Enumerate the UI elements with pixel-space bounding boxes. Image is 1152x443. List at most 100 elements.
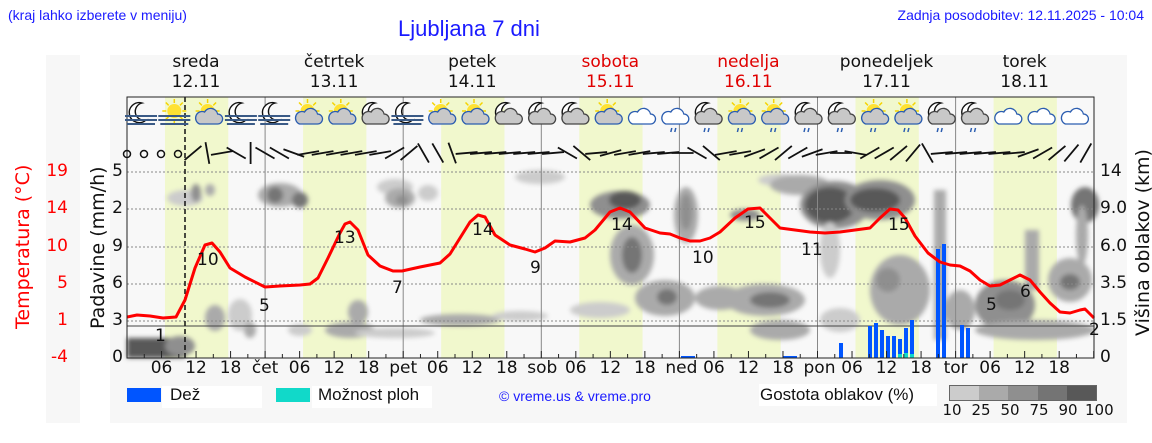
axis-tick: 5: [112, 161, 123, 181]
svg-text:10: 10: [197, 250, 219, 270]
moon-fog-icon: [125, 101, 157, 125]
density-swatch: [950, 386, 980, 400]
day-date: 12.11: [171, 72, 221, 92]
day-date: 18.11: [1000, 72, 1049, 92]
sun-cloud-rain-icon: [761, 99, 790, 133]
x-axis-label: 18: [495, 358, 518, 378]
x-axis-label: 06: [426, 358, 449, 378]
axis-tick: 0: [1100, 347, 1111, 367]
density-tick: 100: [1085, 401, 1114, 419]
density-tick: 75: [1029, 401, 1049, 419]
x-axis-label: pon: [803, 358, 836, 378]
day-name: sreda: [172, 52, 220, 72]
axis-tick: 6.0: [1100, 236, 1128, 256]
x-axis-label: 18: [634, 358, 656, 378]
x-axis-label: 06: [841, 358, 863, 378]
copyright-link[interactable]: © vreme.us & vreme.pro: [499, 388, 651, 404]
svg-text:13: 13: [334, 228, 356, 248]
x-axis-label: 12: [599, 358, 622, 378]
x-axis-label: 12: [875, 358, 898, 378]
axis-tick: 0: [112, 347, 123, 367]
day-header-4: nedelja 16.11: [679, 52, 817, 92]
precipitation-axis-label: Padavine (mm/h): [87, 166, 109, 329]
temperature-line: [126, 206, 1096, 320]
axis-tick: 3: [112, 310, 123, 330]
svg-text:7: 7: [392, 278, 403, 298]
day-header-0: sreda 12.11: [127, 52, 265, 92]
day-header-2: petek 14.11: [403, 52, 541, 92]
moon-cloud-icon: [361, 101, 390, 125]
day-name: torek: [1002, 52, 1047, 72]
svg-text:15: 15: [744, 213, 766, 233]
sun-cloud-rain-icon: [860, 99, 890, 133]
grid-lines: [127, 171, 1094, 322]
svg-text:2: 2: [1089, 320, 1100, 340]
sun-cloud-rain-icon: [894, 99, 923, 133]
axis-tick: 5: [57, 273, 68, 293]
temperature-axis-panel: [46, 55, 80, 423]
day-date: 15.11: [585, 72, 635, 92]
moon-fog-icon: [258, 101, 291, 125]
showers-legend-label: Možnost ploh: [318, 385, 420, 404]
hour-ticks: [126, 351, 1095, 358]
x-axis-label: 12: [1013, 358, 1036, 378]
day-header-3: sobota 15.11: [541, 52, 679, 92]
sun-fog-icon: [158, 99, 191, 125]
moon-cloud-rain-icon: [960, 101, 990, 133]
svg-text:10: 10: [692, 248, 714, 268]
moon-cloud-rain-icon: [927, 101, 956, 133]
moon-cloud-icon: [494, 101, 523, 125]
svg-text:11: 11: [801, 240, 823, 260]
cloud-density-scale: [949, 385, 1097, 401]
sun-cloud-icon: [194, 99, 224, 125]
x-axis-label: 18: [1048, 358, 1070, 378]
x-axis-label: 06: [979, 358, 1001, 378]
precipitation-bars: [681, 244, 970, 358]
svg-text:15: 15: [888, 215, 910, 235]
sun-cloud-icon: [461, 99, 490, 125]
x-axis-label: 18: [772, 358, 794, 378]
temperature-axis-label: Temperatura (°C): [12, 164, 34, 329]
cloud-height-axis-label: Višina oblakov (km): [1132, 149, 1152, 336]
density-tick: 10: [942, 401, 962, 419]
axis-tick: 6: [112, 273, 123, 293]
density-swatch: [1008, 386, 1038, 400]
axis-tick: 1.5: [1100, 310, 1128, 330]
x-axis-label: ned: [665, 358, 698, 378]
axis-tick: 14: [46, 198, 68, 218]
moon-fog-icon: [391, 101, 424, 125]
x-axis-label: 12: [185, 358, 207, 378]
weather-icons-row: [125, 99, 1089, 133]
rain-legend-label: Dež: [170, 385, 201, 404]
cloud-rain-icon: [661, 107, 690, 133]
day-date: 14.11: [447, 72, 497, 92]
svg-text:14: 14: [611, 215, 633, 235]
x-axis-label: 18: [219, 358, 242, 378]
page-title: Ljubljana 7 dni: [398, 16, 540, 41]
moon-cloud-rain-icon: [794, 101, 823, 133]
x-axis-label: 12: [737, 358, 760, 378]
axis-tick: 19: [46, 161, 68, 181]
sun-cloud-icon: [428, 99, 457, 125]
day-name: petek: [448, 52, 497, 72]
day-date: 13.11: [309, 72, 359, 92]
density-swatch: [1066, 386, 1097, 400]
axis-tick: 9.0: [1100, 198, 1128, 218]
sun-cloud-rain-icon: [727, 99, 756, 133]
day-separators: [264, 97, 957, 358]
wind-barbs-row: [122, 142, 1093, 164]
day-name: sobota: [581, 52, 640, 72]
cloud-icon: [1060, 107, 1089, 125]
axis-tick: 2: [112, 198, 123, 218]
svg-text:5: 5: [986, 295, 997, 315]
axis-tick: 3.5: [1100, 273, 1128, 293]
x-axis-label: 18: [910, 358, 932, 378]
day-date: 17.11: [862, 72, 911, 92]
x-axis-label: 18: [357, 358, 380, 378]
location-menu-hint[interactable]: (kraj lahko izberete v meniju): [8, 7, 187, 23]
sun-cloud-icon: [328, 99, 357, 125]
axis-tick: -4: [51, 347, 68, 367]
x-axis-label: pet: [389, 358, 418, 378]
x-axis-label: 06: [703, 358, 725, 378]
